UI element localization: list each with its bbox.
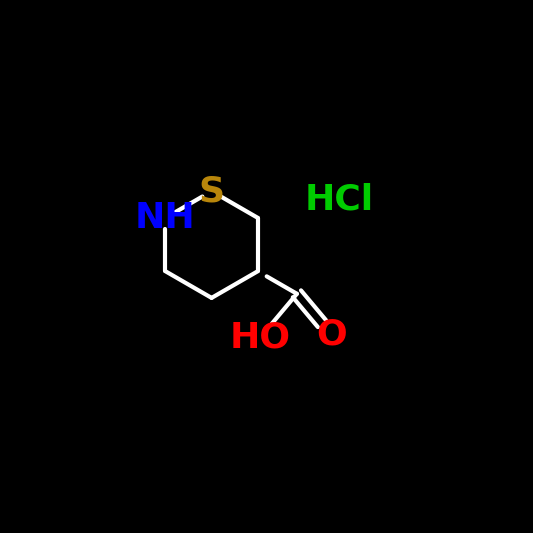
Text: O: O xyxy=(316,318,346,352)
Text: NH: NH xyxy=(135,201,196,235)
Text: HO: HO xyxy=(229,321,290,355)
Text: HCl: HCl xyxy=(304,182,374,216)
Text: S: S xyxy=(198,174,225,208)
